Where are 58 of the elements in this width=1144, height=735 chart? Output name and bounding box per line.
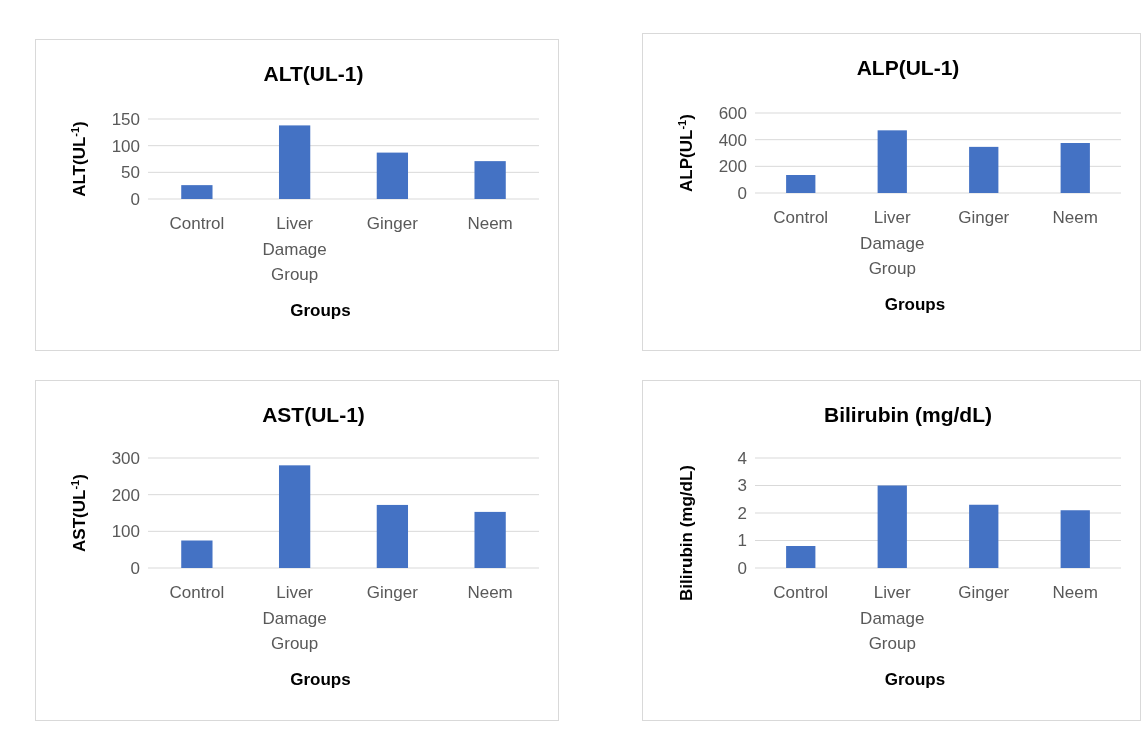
- x-tick-label: Ginger: [366, 583, 419, 602]
- x-tick-label: Control: [169, 214, 225, 233]
- x-axis-title: Groups: [290, 670, 351, 689]
- bar: [1060, 143, 1090, 193]
- bar: [376, 152, 409, 199]
- x-tick-label: Neem: [467, 214, 513, 233]
- x-tick-label: Liver Damage Group: [860, 583, 925, 653]
- y-tick-label: 0: [737, 183, 747, 203]
- x-tick-label: Neem: [1052, 583, 1098, 602]
- bar: [278, 125, 311, 199]
- y-tick-label: 0: [130, 558, 140, 578]
- x-tick-label: Liver Damage Group: [262, 214, 327, 284]
- x-axis-title: Groups: [884, 670, 946, 689]
- bar: [969, 504, 999, 568]
- bar: [474, 511, 506, 568]
- y-tick-label: 2: [737, 503, 747, 523]
- x-axis-title: Groups: [290, 301, 351, 320]
- y-tick-label: 200: [111, 485, 140, 505]
- bar: [786, 546, 816, 568]
- bar: [1060, 510, 1090, 568]
- y-axis-title: Bilirubin (mg/dL): [677, 465, 696, 601]
- bar: [181, 185, 213, 199]
- y-tick-label: 300: [111, 448, 140, 468]
- x-tick-label: Neem: [1052, 208, 1098, 227]
- x-tick-label: Neem: [467, 583, 513, 602]
- y-tick-label: 100: [111, 522, 140, 542]
- bar: [278, 465, 311, 568]
- y-tick-label: 3: [737, 476, 747, 496]
- x-tick-label: Liver Damage Group: [860, 208, 925, 278]
- bar: [969, 146, 999, 193]
- x-tick-label: Liver Damage Group: [262, 583, 327, 653]
- y-tick-label: 0: [737, 558, 747, 578]
- y-tick-label: 200: [718, 157, 747, 177]
- y-tick-label: 4: [737, 448, 747, 468]
- chart-title: Bilirubin (mg/dL): [824, 403, 992, 426]
- bar: [786, 175, 816, 193]
- y-tick-label: 0: [130, 189, 140, 209]
- bar: [877, 130, 907, 193]
- chart-title: AST(UL-1): [262, 403, 365, 426]
- y-tick-label: 50: [121, 163, 140, 183]
- x-tick-label: Control: [169, 583, 225, 602]
- y-tick-label: 600: [718, 103, 747, 123]
- x-tick-label: Ginger: [366, 214, 419, 233]
- chart-title: ALT(UL-1): [263, 62, 364, 85]
- y-tick-label: 150: [111, 109, 140, 129]
- y-tick-label: 1: [737, 531, 747, 551]
- bar: [376, 504, 409, 568]
- bar: [181, 540, 213, 568]
- x-tick-label: Control: [773, 583, 829, 602]
- x-tick-label: Ginger: [958, 208, 1010, 227]
- bar: [877, 485, 907, 568]
- chart-title: ALP(UL-1): [856, 56, 960, 79]
- x-tick-label: Control: [773, 208, 829, 227]
- bar: [474, 161, 506, 199]
- x-axis-title: Groups: [884, 295, 946, 314]
- y-tick-label: 100: [111, 136, 140, 156]
- y-tick-label: 400: [718, 130, 747, 150]
- x-tick-label: Ginger: [958, 583, 1010, 602]
